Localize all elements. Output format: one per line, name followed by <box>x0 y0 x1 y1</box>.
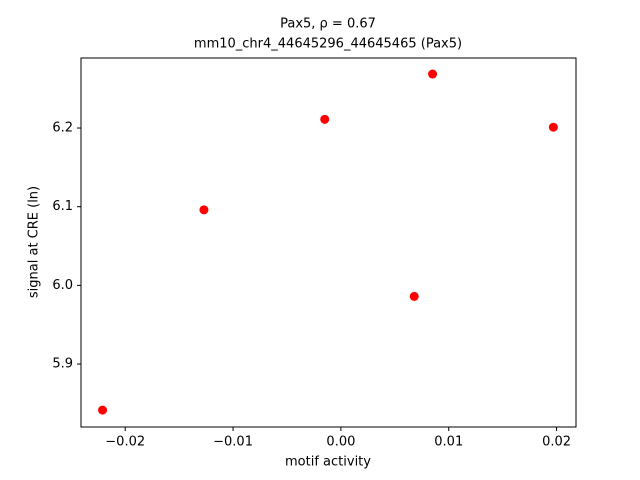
x-axis-label: motif activity <box>285 455 371 470</box>
x-tick-label: 0.02 <box>542 435 571 450</box>
point <box>428 69 438 79</box>
chart-title: Pax5, ρ = 0.67 <box>280 17 376 32</box>
x-tick-label: 0.00 <box>326 435 355 450</box>
y-tick-label: 6.1 <box>52 199 73 214</box>
chart-subtitle: mm10_chr4_44645296_44645465 (Pax5) <box>194 37 462 52</box>
plot-frame <box>80 57 577 428</box>
y-tick-label: 6.0 <box>52 278 73 293</box>
x-tick-label: −0.01 <box>213 435 253 450</box>
y-tick-label: 6.2 <box>52 121 73 136</box>
x-tick-label: −0.02 <box>105 435 145 450</box>
y-tick-label: 5.9 <box>52 357 73 372</box>
point <box>199 205 209 215</box>
point <box>98 405 108 415</box>
point <box>409 291 419 301</box>
point <box>320 114 330 124</box>
x-tick-label: 0.01 <box>434 435 463 450</box>
point <box>548 122 558 132</box>
y-axis-label: signal at CRE (ln) <box>27 186 42 298</box>
